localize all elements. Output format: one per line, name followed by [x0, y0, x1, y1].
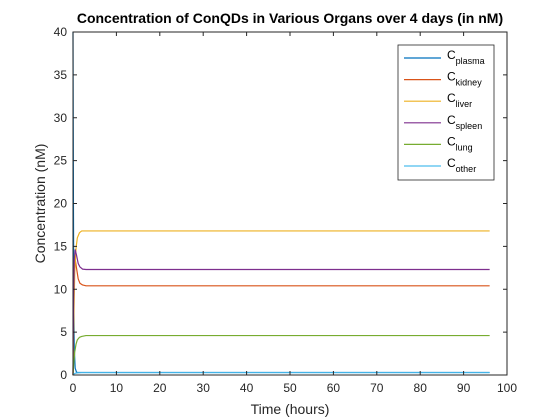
y-tick-label: 30 [54, 111, 68, 125]
x-tick-label: 60 [327, 381, 341, 395]
legend-items: Cplasma Ckidney Cliver Cspleen Clung Cother [404, 48, 485, 174]
legend-label-spleen: Cspleen [447, 113, 482, 131]
y-tick-label: 15 [54, 239, 68, 253]
x-axis-label: Time (hours) [251, 401, 330, 417]
x-tick-label: 80 [414, 381, 428, 395]
x-tick-label: 90 [457, 381, 471, 395]
y-tick-label: 0 [60, 368, 67, 382]
x-tick-label: 10 [110, 381, 124, 395]
legend-box [397, 44, 495, 181]
y-tick-label: 40 [54, 25, 68, 39]
x-tick-label: 30 [197, 381, 211, 395]
x-tick-label: 50 [283, 381, 297, 395]
legend-label-kidney: Ckidney [447, 70, 482, 88]
x-tick-label: 100 [497, 381, 517, 395]
series-line-other [72, 372, 490, 376]
ticks-layer: 0 10 20 30 40 50 60 70 80 90 100 0 5 10 15 20 25 30 35 40 [54, 25, 518, 395]
legend-label-liver: Cliver [447, 91, 472, 109]
y-tick-label: 10 [54, 282, 68, 296]
legend-label-other: Cother [447, 156, 476, 174]
y-tick-label: 20 [54, 197, 68, 211]
y-axis-label: Concentration (nM) [32, 144, 48, 264]
y-tick-label: 25 [54, 154, 68, 168]
legend-label-plasma: Cplasma [447, 48, 485, 66]
series-line-spleen [72, 249, 490, 376]
x-tick-label: 20 [153, 381, 167, 395]
x-tick-label: 0 [70, 381, 77, 395]
chart-title: Concentration of ConQDs in Various Organ… [77, 10, 503, 26]
series-layer [72, 31, 490, 376]
y-tick-label: 35 [54, 68, 68, 82]
series-line-lung [72, 334, 490, 376]
legend-label-lung: Clung [447, 134, 473, 152]
y-tick-label: 5 [60, 325, 67, 339]
x-tick-label: 40 [240, 381, 254, 395]
x-tick-label: 70 [370, 381, 384, 395]
legend: Cplasma Ckidney Cliver Cspleen Clung Cother [397, 44, 495, 181]
